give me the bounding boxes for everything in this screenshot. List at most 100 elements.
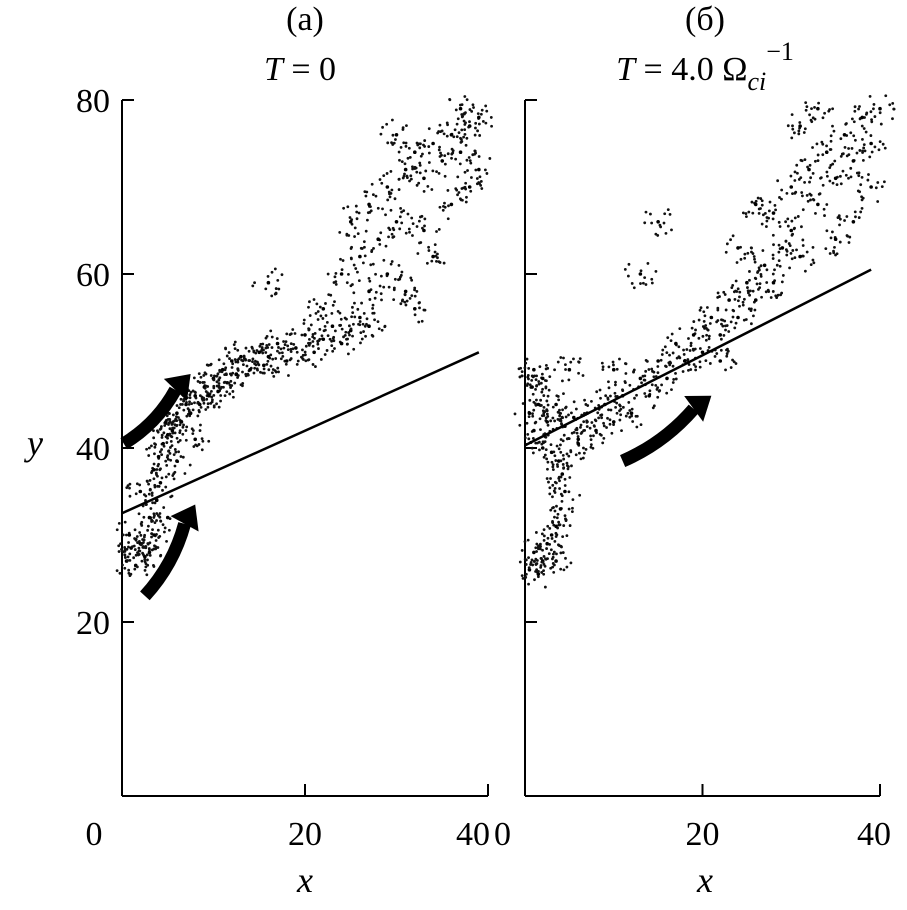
scatter-point-texture [435, 230, 438, 233]
scatter-point-texture [656, 395, 660, 399]
scatter-point-texture [156, 484, 160, 488]
scatter-point-texture [549, 508, 553, 512]
scatter-point-texture [415, 183, 419, 187]
scatter-point-texture [519, 366, 523, 370]
scatter-point-texture [670, 228, 673, 232]
scatter-point-texture [844, 173, 848, 177]
scatter-point-texture [530, 378, 534, 382]
scatter-point-texture [483, 168, 487, 172]
scatter-point-texture [561, 535, 565, 538]
scatter-point-texture [442, 204, 445, 208]
scatter-point-texture [803, 269, 807, 273]
scatter-point-texture [677, 345, 681, 349]
scatter-point-texture [171, 426, 174, 430]
scatter-point-texture [793, 216, 797, 220]
scatter-point-texture [164, 459, 168, 463]
scatter-point-texture [555, 516, 559, 520]
scatter-point-texture [418, 171, 422, 175]
scatter-point [294, 346, 298, 350]
scatter-point-texture [558, 408, 561, 412]
scatter-point-texture [565, 461, 569, 465]
scatter-point-texture [687, 368, 690, 372]
scatter-point-texture [169, 439, 173, 443]
scatter-point-texture [788, 244, 792, 248]
scatter-point-texture [347, 331, 351, 334]
scatter-point-texture [564, 405, 568, 409]
scatter-point-texture [787, 242, 791, 245]
scatter-point-texture [548, 375, 552, 379]
scatter-point-texture [443, 154, 447, 158]
scatter-point-texture [146, 528, 150, 532]
scatter-point-texture [147, 482, 150, 486]
scatter-point-texture [518, 423, 522, 427]
scatter-point-texture [443, 201, 446, 205]
scatter-point-texture [144, 546, 148, 550]
scatter-point-texture [400, 160, 404, 163]
scatter-point-texture [780, 197, 783, 201]
scatter-point-texture [317, 347, 320, 350]
scatter-point-texture [173, 423, 177, 427]
scatter-point-texture [671, 351, 675, 355]
panel-title: T = 4.0 Ωci−1 [616, 37, 794, 96]
scatter-point-texture [599, 413, 603, 417]
scatter-point-texture [223, 380, 227, 384]
scatter-point [560, 472, 565, 476]
scatter-point-texture [350, 315, 354, 319]
scatter-point-texture [777, 220, 781, 224]
scatter-point-texture [635, 425, 639, 429]
scatter-point-texture [160, 448, 164, 451]
scatter-point-texture [348, 216, 352, 219]
scatter-point-texture [231, 395, 235, 399]
scatter-point-texture [162, 506, 166, 509]
scatter-point-texture [362, 330, 365, 333]
scatter-point-texture [690, 326, 694, 330]
scatter-point [230, 359, 234, 363]
scatter-point-texture [413, 313, 417, 317]
scatter-point-texture [805, 194, 809, 197]
scatter-point [248, 367, 252, 372]
scatter-point-texture [150, 491, 154, 495]
scatter-point-texture [665, 351, 669, 355]
scatter-point-texture [458, 162, 462, 166]
scatter-point-texture [647, 368, 651, 371]
scatter-point [682, 359, 687, 363]
scatter-point-texture [143, 558, 147, 561]
scatter-point-texture [784, 239, 788, 243]
scatter-point-texture [538, 448, 541, 452]
scatter-point-texture [467, 125, 471, 129]
scatter-point-texture [752, 314, 755, 318]
scatter-point-texture [334, 280, 338, 284]
scatter-point-texture [758, 282, 762, 286]
scatter-point-texture [692, 320, 696, 323]
scatter-point-texture [330, 344, 334, 348]
scatter-point-texture [213, 374, 216, 378]
scatter-point-texture [209, 374, 213, 377]
scatter-point-texture [745, 215, 748, 219]
scatter-point-texture [460, 187, 464, 190]
scatter-point-texture [559, 492, 563, 496]
scatter-point-texture [415, 170, 419, 174]
scatter-point-texture [200, 448, 204, 452]
scatter-point-texture [475, 177, 479, 180]
scatter-point-texture [736, 287, 740, 291]
scatter-point-texture [723, 319, 727, 323]
scatter-point-texture [153, 445, 157, 449]
scatter-point-texture [128, 482, 132, 486]
scatter-point-texture [563, 477, 567, 481]
scatter-point-texture [391, 118, 394, 122]
scatter-point-texture [541, 560, 545, 564]
scatter-point-texture [551, 495, 554, 499]
scatter-point [138, 489, 143, 494]
scatter-point-texture [841, 152, 845, 156]
scatter-point-texture [577, 360, 580, 364]
scatter-point-texture [694, 328, 697, 332]
scatter-point-texture [539, 428, 542, 432]
scatter-point-texture [523, 366, 527, 370]
scatter-point [860, 115, 865, 120]
scatter-point-texture [202, 396, 206, 400]
scatter-point-texture [635, 393, 638, 397]
scatter-point-texture [125, 547, 129, 551]
scatter-point-texture [139, 533, 143, 537]
scatter-point-texture [423, 224, 426, 228]
scatter-point-texture [338, 311, 342, 315]
